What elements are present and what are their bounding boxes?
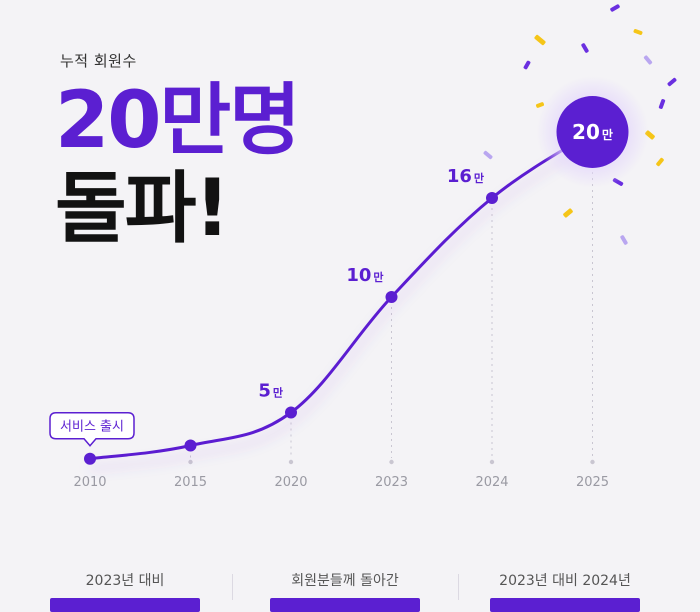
stat-highlight (50, 598, 200, 612)
headline-breakthrough: 돌파! (55, 164, 230, 254)
confetti-piece (483, 150, 493, 160)
axis-tick-dot (590, 459, 595, 465)
x-tick-label: 2024 (475, 475, 508, 490)
annotation-callout (49, 411, 135, 447)
stat-returned-members: 회원분들께 돌아간 (235, 570, 455, 612)
stat-label: 회원분들께 돌아간 (291, 573, 399, 589)
confetti-piece (534, 34, 546, 46)
axis-tick-dot (389, 459, 394, 465)
x-tick-label: 2015 (174, 475, 207, 490)
stat-highlight (270, 598, 420, 612)
confetti-piece (581, 43, 589, 53)
bottom-stats: 2023년 대비 회원분들께 돌아간 2023년 대비 2024년 (0, 562, 700, 612)
confetti-piece (667, 77, 677, 87)
headline-count: 20만명 (55, 76, 301, 166)
final-bubble (556, 96, 629, 168)
data-point (486, 192, 498, 204)
annotation-text: 서비스 출시 (60, 420, 124, 435)
data-label-unit: 만 (373, 270, 383, 284)
final-label-unit: 만 (602, 127, 613, 142)
data-label-number: 5 (258, 381, 271, 402)
confetti-piece (656, 157, 664, 167)
stat-compare-2024: 2023년 대비 2024년 (455, 570, 675, 612)
x-tick-label: 2023 (375, 475, 408, 490)
stat-divider (458, 574, 459, 600)
axis-tick-dot (188, 459, 193, 465)
x-tick-label: 2025 (576, 475, 609, 490)
data-point (184, 439, 197, 452)
confetti-piece (620, 235, 628, 245)
eyebrow-label: 누적 회원수 (60, 52, 137, 70)
data-label: 16 만 (447, 166, 484, 187)
confetti-piece (535, 102, 545, 108)
data-point (84, 452, 96, 465)
confetti-piece (523, 60, 531, 70)
stat-highlight (490, 598, 640, 612)
confetti-piece (633, 29, 643, 35)
data-label-unit: 만 (474, 171, 484, 185)
confetti-piece (658, 99, 666, 109)
series-line (88, 130, 594, 461)
stat-divider (232, 574, 233, 600)
data-point (285, 406, 297, 419)
confetti-piece (563, 208, 573, 218)
data-label-unit: 만 (273, 386, 283, 400)
x-tick-label: 2010 (73, 475, 106, 490)
stat-label: 2023년 대비 (85, 573, 165, 589)
axis-tick-dot (489, 459, 495, 465)
stat-label: 2023년 대비 2024년 (499, 573, 631, 589)
final-label: 20 만 (572, 120, 613, 144)
final-label-number: 20 (572, 120, 600, 144)
confetti-piece (643, 55, 653, 65)
data-label-number: 16 (447, 166, 472, 187)
axis-tick-dot (288, 459, 294, 465)
stat-compare-2023: 2023년 대비 (15, 570, 235, 612)
x-tick-label: 2020 (274, 475, 307, 490)
data-point (385, 291, 398, 303)
data-label: 10 만 (346, 265, 383, 286)
data-label-number: 10 (346, 265, 371, 286)
confetti-piece (610, 4, 620, 12)
